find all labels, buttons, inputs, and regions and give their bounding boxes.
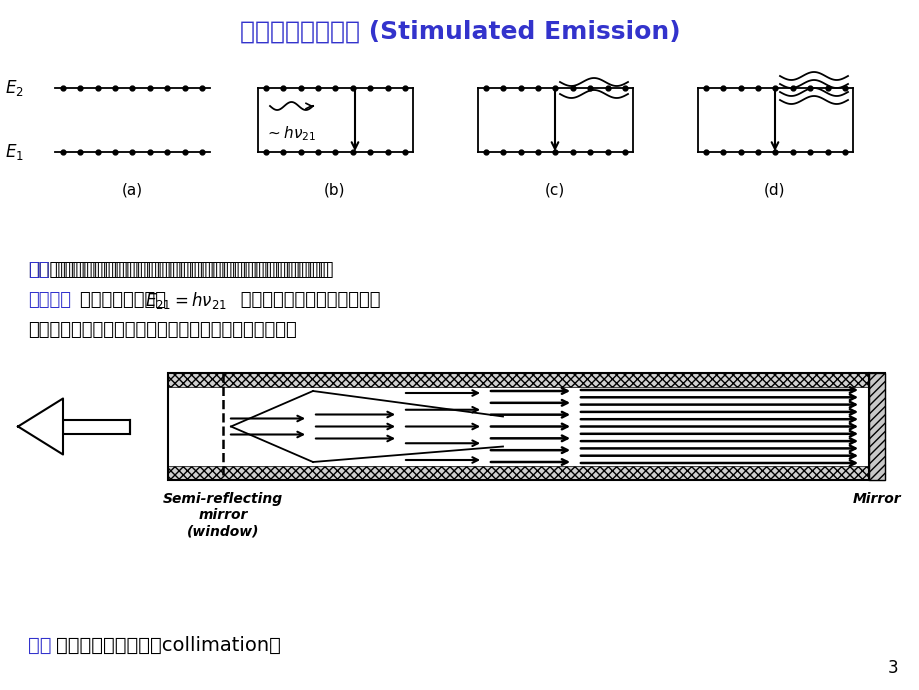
Text: $E_2$: $E_2$: [5, 78, 23, 98]
Text: 条件：电子占据数的反转，并且电子能够在高能态停留一定时间: 条件：电子占据数的反转，并且电子能够在高能态停留一定时间: [28, 261, 329, 279]
Text: $E_1$: $E_1$: [5, 142, 23, 162]
Text: Mirror: Mirror: [852, 492, 901, 506]
Text: (c): (c): [544, 182, 564, 197]
Text: ：电子占据数的反转，并且电子能够在高能态停留一定时间: ：电子占据数的反转，并且电子能够在高能态停留一定时间: [54, 261, 334, 279]
Text: 电子的到低能级。同时位相相干；最终大量的光子产生。: 电子的到低能级。同时位相相干；最终大量的光子产生。: [28, 321, 297, 339]
Bar: [868, 373, 884, 480]
Bar: [168, 373, 884, 480]
Polygon shape: [18, 399, 62, 455]
Text: (a): (a): [121, 182, 142, 197]
Text: (b): (b): [323, 182, 346, 197]
Text: 特点: 特点: [28, 635, 51, 655]
Text: $E_{21} = h\nu_{21}$: $E_{21} = h\nu_{21}$: [144, 290, 226, 310]
Text: $\sim h\nu_{21}$: $\sim h\nu_{21}$: [265, 124, 316, 143]
Bar: [168, 466, 884, 480]
Text: 3: 3: [887, 659, 897, 677]
Text: 产生过程: 产生过程: [28, 291, 71, 309]
Bar: [62, 420, 130, 433]
Bar: [168, 373, 884, 387]
Text: (d): (d): [764, 182, 785, 197]
Text: ：发射光子，能量: ：发射光子，能量: [80, 291, 172, 309]
Text: 条件: 条件: [28, 261, 50, 279]
Text: 受激辐射（激光） (Stimulated Emission): 受激辐射（激光） (Stimulated Emission): [240, 20, 679, 44]
Text: ：单色性；准直性（collimation）: ：单色性；准直性（collimation）: [56, 635, 280, 655]
Text: ；发射的光子可以激励第二个: ；发射的光子可以激励第二个: [234, 291, 380, 309]
Text: Semi-reflecting
mirror
(window): Semi-reflecting mirror (window): [163, 492, 283, 538]
